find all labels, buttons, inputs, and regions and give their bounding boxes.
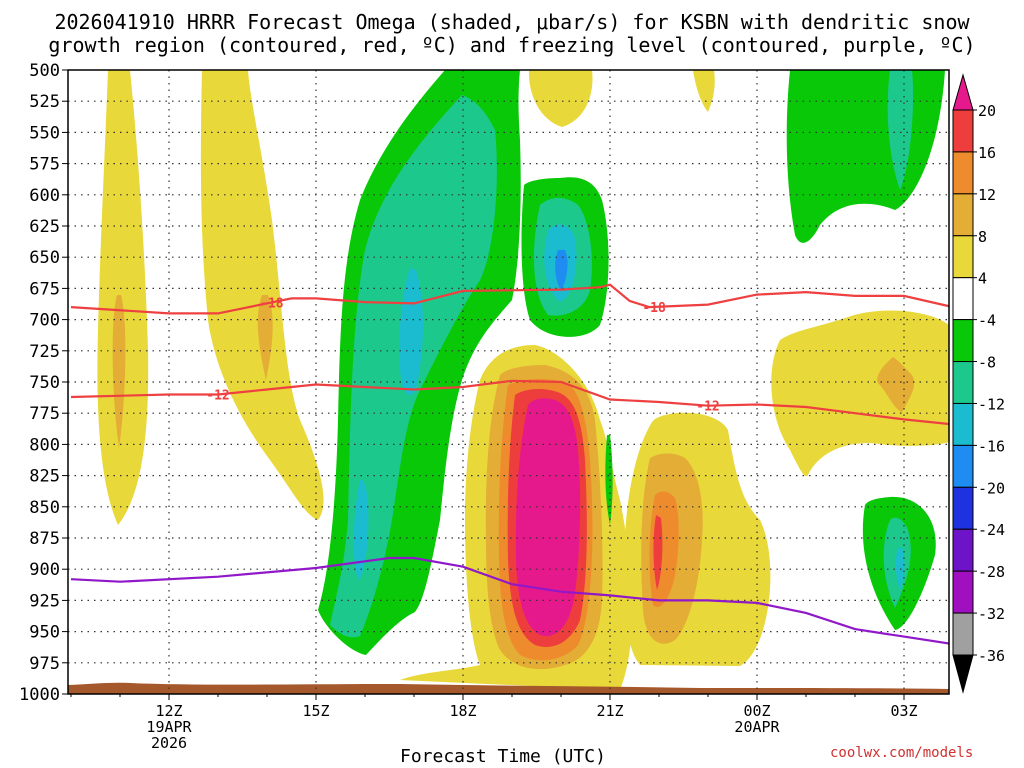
credit-link[interactable]: coolwx.com/models (830, 745, 974, 761)
x-axis-title: Forecast Time (UTC) (400, 746, 606, 767)
contour-layer: -18 -18 -12 -12 (70, 283, 949, 645)
y-tick-label: 700 (29, 311, 60, 331)
colorbar-label: -4 (978, 312, 996, 330)
colorbar-label: 4 (978, 270, 987, 288)
colorbar-bin (952, 319, 974, 363)
colorbar-label: -36 (978, 647, 1005, 665)
omega-region-minus4to8 (605, 435, 613, 525)
omega-region-16to20 (653, 515, 663, 590)
colorbar-label: -32 (978, 605, 1005, 623)
x-tick-sublabel: 2026 (151, 734, 187, 752)
colorbar-label: -28 (978, 563, 1005, 581)
omega-region-4to8 (528, 70, 593, 127)
y-tick-label: 950 (29, 623, 60, 643)
chart-title-line1: 2026041910 HRRR Forecast Omega (shaded, … (54, 10, 970, 34)
omega-region-20plus (515, 398, 581, 637)
contour-label: -18 (260, 296, 284, 311)
y-tick-label: 675 (29, 279, 60, 299)
omega-region-minus12to16 (353, 479, 369, 580)
y-tick-label: 500 (29, 61, 60, 81)
contour-freezing-level (70, 556, 949, 645)
colorbar-bin (952, 361, 974, 404)
x-tick-label: 15Z (302, 702, 329, 720)
omega-region-4to8 (97, 70, 149, 525)
colorbar-label: 12 (978, 186, 996, 204)
contour-label: -12 (206, 388, 229, 403)
colorbar-bottom-arrow (952, 654, 974, 694)
colorbar-bin (952, 151, 974, 195)
colorbar-top-arrow (952, 73, 974, 111)
colorbar-label: 8 (978, 228, 987, 246)
y-tick-label: 1000 (19, 685, 60, 705)
chart-title-line2: growth region (contoured, red, ºC) and f… (48, 33, 976, 57)
omega-region-minus16to20 (555, 250, 568, 291)
colorbar-label: -12 (978, 395, 1005, 413)
contour-dgz-minus18 (70, 283, 949, 315)
contour-label: -18 (642, 301, 666, 316)
terrain (68, 682, 949, 694)
colorbar-label: -16 (978, 437, 1005, 455)
y-tick-label: 975 (29, 654, 60, 674)
colorbar-label: -24 (978, 521, 1005, 539)
y-tick-label: 825 (29, 467, 60, 487)
y-tick-label: 750 (29, 373, 60, 393)
x-tick-sublabel: 20APR (734, 718, 780, 736)
x-tick-sublabel: 19APR (146, 718, 192, 736)
contour-dgz-minus12 (70, 379, 949, 426)
colorbar-bin (952, 277, 974, 321)
y-tick-label: 600 (29, 186, 60, 206)
x-tick-label: 00Z (743, 702, 770, 720)
y-tick-label: 775 (29, 404, 60, 424)
colorbar-bin (952, 193, 974, 237)
y-tick-label: 875 (29, 529, 60, 549)
x-tick-label: 21Z (596, 702, 623, 720)
y-tick-label: 575 (29, 155, 60, 175)
omega-region-8to12 (877, 357, 915, 412)
y-tick-label: 525 (29, 92, 60, 112)
colorbar-bin (952, 528, 974, 572)
colorbar-label: -20 (978, 479, 1005, 497)
x-tick-label: 18Z (449, 702, 476, 720)
colorbar-bin (952, 570, 974, 614)
omega-region-4to8 (693, 70, 715, 112)
colorbar-bin (952, 612, 974, 656)
x-tick-label: 12Z (155, 702, 182, 720)
colorbar-label: 16 (978, 144, 996, 162)
colorbar: 20 16 12 8 4 -4 -8 -12 -16 -20 -24 -28 -32 -36 (952, 73, 1005, 694)
omega-region-8to12 (112, 295, 126, 448)
colorbar-bin (952, 444, 974, 488)
omega-region-8to12 (257, 295, 273, 380)
colorbar-bin (952, 109, 974, 153)
colorbar-bin (952, 486, 974, 530)
y-tick-label: 800 (29, 435, 60, 455)
omega-region-minus12to16 (399, 268, 424, 396)
y-tick-label: 925 (29, 591, 60, 611)
colorbar-label: 20 (978, 102, 996, 120)
y-tick-label: 850 (29, 498, 60, 518)
colorbar-label: -8 (978, 354, 996, 372)
x-tick-label: 03Z (890, 702, 917, 720)
y-tick-label: 900 (29, 560, 60, 580)
y-tick-label: 550 (29, 123, 60, 143)
y-tick-label: 725 (29, 342, 60, 362)
y-axis: 500 525 550 575 600 625 650 675 700 725 750 775 800 8… (19, 61, 68, 705)
y-tick-label: 625 (29, 217, 60, 237)
colorbar-bin (952, 235, 974, 279)
colorbar-bin (952, 402, 974, 446)
omega-region-minus8to12 (887, 70, 914, 190)
contour-label: -12 (696, 400, 719, 415)
grid (68, 70, 949, 694)
y-tick-label: 650 (29, 248, 60, 268)
